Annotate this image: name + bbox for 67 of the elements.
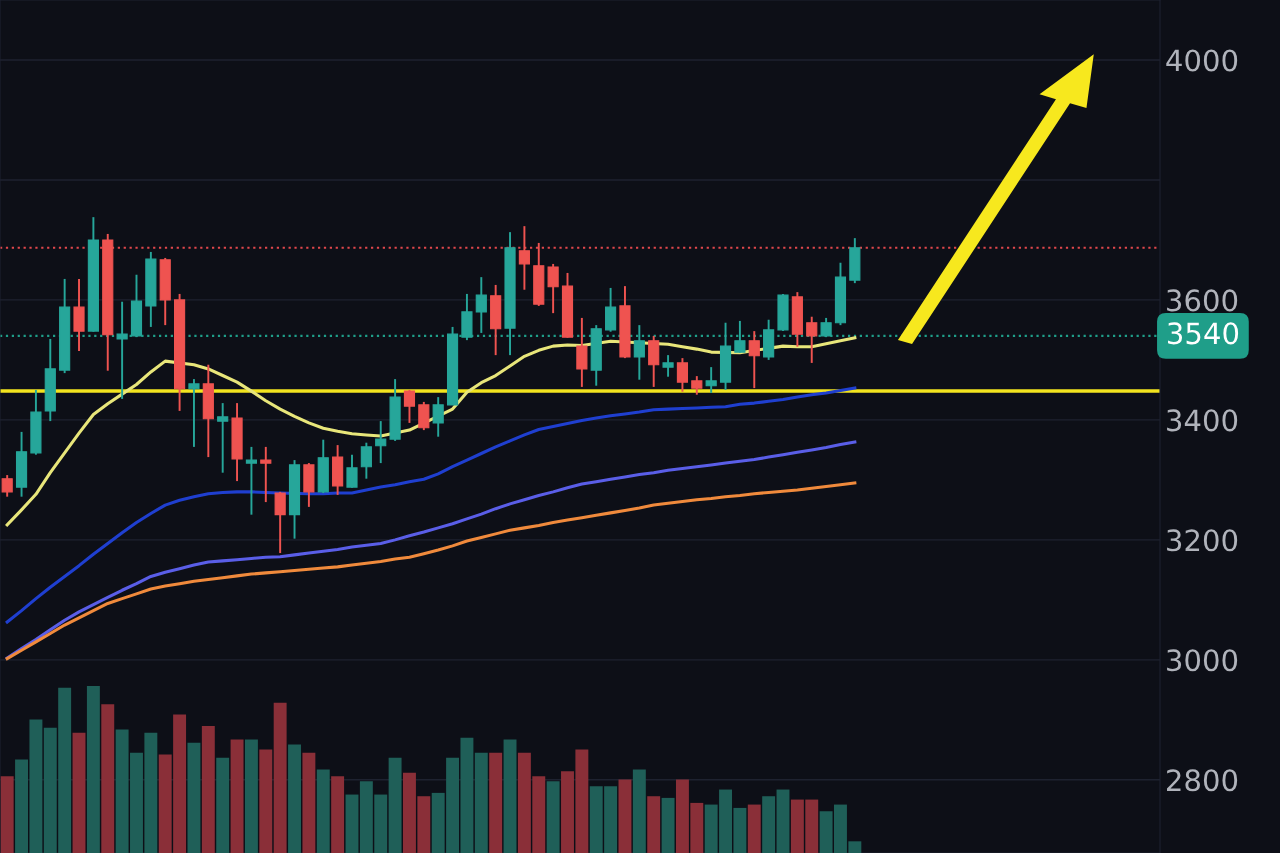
candlestick — [734, 319, 746, 354]
bar — [776, 789, 790, 853]
bar — [647, 796, 661, 853]
bar — [546, 781, 560, 853]
candlestick — [648, 334, 660, 388]
candlestick — [748, 330, 760, 390]
bar — [259, 749, 273, 853]
line-series — [5, 336, 857, 527]
candlestick — [806, 315, 818, 364]
y-tick-label: 3600 — [1167, 289, 1238, 312]
y-tick-label: 2800 — [1167, 769, 1238, 792]
candlestick — [547, 262, 559, 315]
line-series — [5, 481, 857, 661]
candlestick — [375, 420, 387, 465]
candlestick — [432, 396, 444, 438]
line-series — [5, 440, 857, 660]
bar — [216, 757, 230, 853]
candlestick — [360, 441, 372, 480]
bar — [762, 796, 776, 853]
candlestick — [116, 300, 128, 400]
candlestick — [662, 354, 674, 378]
candlestick — [691, 375, 703, 396]
y-tick-label: 3000 — [1167, 649, 1238, 672]
bar — [316, 769, 330, 853]
candlestick — [418, 400, 430, 432]
bar — [503, 739, 517, 853]
bar — [101, 704, 115, 853]
bar — [747, 804, 761, 853]
candlestick — [188, 378, 200, 448]
bar — [86, 686, 100, 853]
bar — [632, 769, 646, 853]
candlestick — [73, 277, 85, 352]
bar — [244, 739, 258, 853]
bar — [230, 739, 244, 853]
bar — [331, 776, 345, 853]
bar — [187, 742, 201, 853]
bar — [618, 779, 632, 853]
candlestick — [518, 225, 530, 291]
candlestick — [403, 388, 416, 424]
bar — [0, 776, 14, 853]
bar — [201, 726, 215, 853]
y-tick-label: 3200 — [1167, 529, 1238, 552]
bar — [288, 744, 301, 853]
bar — [489, 752, 503, 853]
candlestick — [274, 490, 286, 555]
candlestick — [1, 474, 13, 498]
bar — [345, 794, 359, 853]
line-series — [5, 386, 857, 624]
ref-line-label: 3540 — [1168, 322, 1239, 345]
candlestick — [633, 324, 645, 381]
candlestick — [217, 402, 229, 474]
candlestick — [260, 445, 272, 504]
bar — [72, 732, 86, 853]
candlestick — [245, 445, 258, 516]
bar — [474, 752, 488, 853]
y-tick-label: 4000 — [1166, 49, 1238, 72]
candlestick — [346, 453, 358, 489]
bar — [302, 752, 316, 853]
candlestick — [576, 316, 588, 388]
candlestick — [475, 276, 487, 334]
y-tick-label: 3400 — [1167, 409, 1238, 432]
bar — [661, 797, 675, 853]
candlestick — [605, 286, 617, 333]
bar — [388, 757, 402, 853]
candlestick — [676, 357, 689, 393]
bar — [273, 702, 287, 853]
candlestick — [705, 366, 717, 394]
